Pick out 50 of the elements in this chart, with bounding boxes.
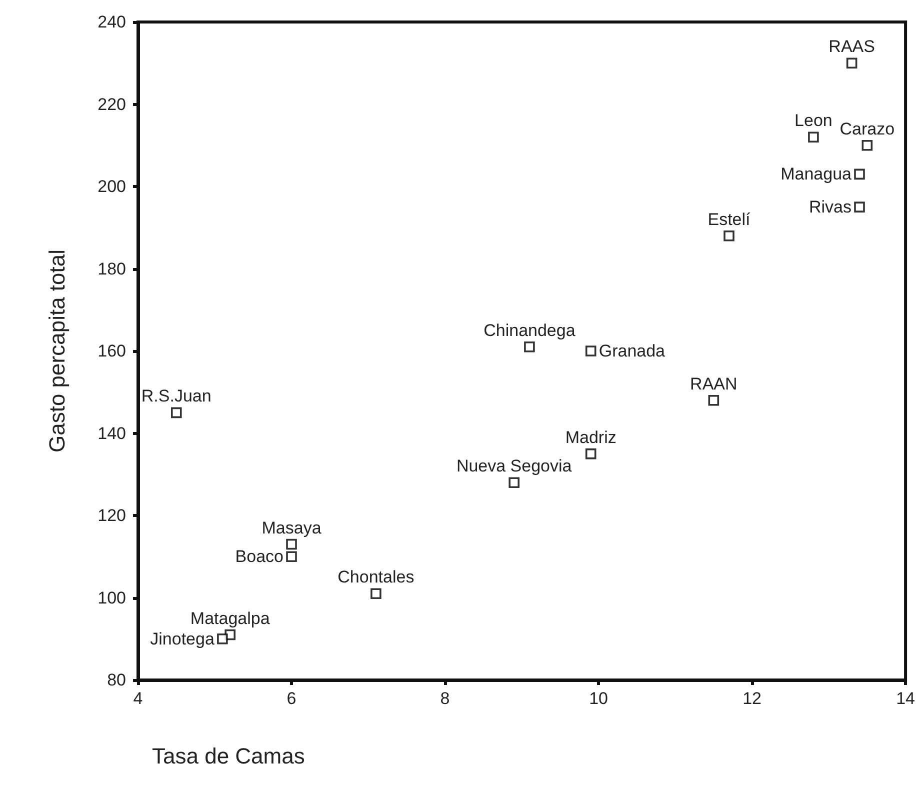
x-tick-label: 12 [742,689,762,708]
annotation: R.S.Juan [141,386,212,406]
y-tick-label: 240 [98,12,126,32]
annotation: Jinotega [150,629,215,648]
y-tick-label: 140 [98,424,126,443]
y-axis-title: Gasto percapita total [44,249,70,453]
annotation: Matagalpa [190,608,270,628]
point [808,132,819,143]
y-tick-label: 120 [98,506,126,525]
point [854,202,865,212]
annotation: Granada [598,342,666,360]
x-tick-label: 10 [589,689,608,708]
point [286,538,297,550]
annotation: Chinandega [484,320,576,340]
point [846,58,858,69]
point [524,341,535,352]
annotation: Nueva Segovia [456,456,572,476]
point [585,346,596,356]
annotation: Chontales [338,568,414,587]
point [708,394,720,406]
y-tick-label: 80 [107,670,126,690]
point [585,448,596,460]
annotation: Masaya [262,518,322,538]
y-tick-label: 220 [98,94,126,114]
annotation: Madriz [565,428,616,447]
annotation: Leon [794,111,832,130]
point [370,588,382,600]
annotation: Managua [780,164,852,184]
annotation: RAAN [690,374,738,394]
annotation: Rivas [808,198,852,217]
point [170,407,182,418]
point [217,633,228,644]
x-tick-label: 6 [286,689,296,708]
x-tick-label: 14 [896,689,916,708]
y-tick-label: 100 [98,588,126,608]
point [862,140,873,151]
annotation: Carazo [840,119,895,138]
y-tick-label: 160 [98,342,126,360]
annotation: Estelí [708,210,751,229]
y-tick-label: 200 [98,177,126,196]
point [286,551,297,562]
x-tick-label: 8 [440,689,450,708]
point [724,230,734,242]
y-tick-label: 180 [98,259,126,278]
annotation: Boaco [235,547,284,566]
point [508,477,520,488]
point [854,168,865,180]
x-axis-title: Tasa de Camas [152,744,305,768]
annotation: RAAS [828,37,875,56]
x-tick-label: 4 [133,689,143,708]
